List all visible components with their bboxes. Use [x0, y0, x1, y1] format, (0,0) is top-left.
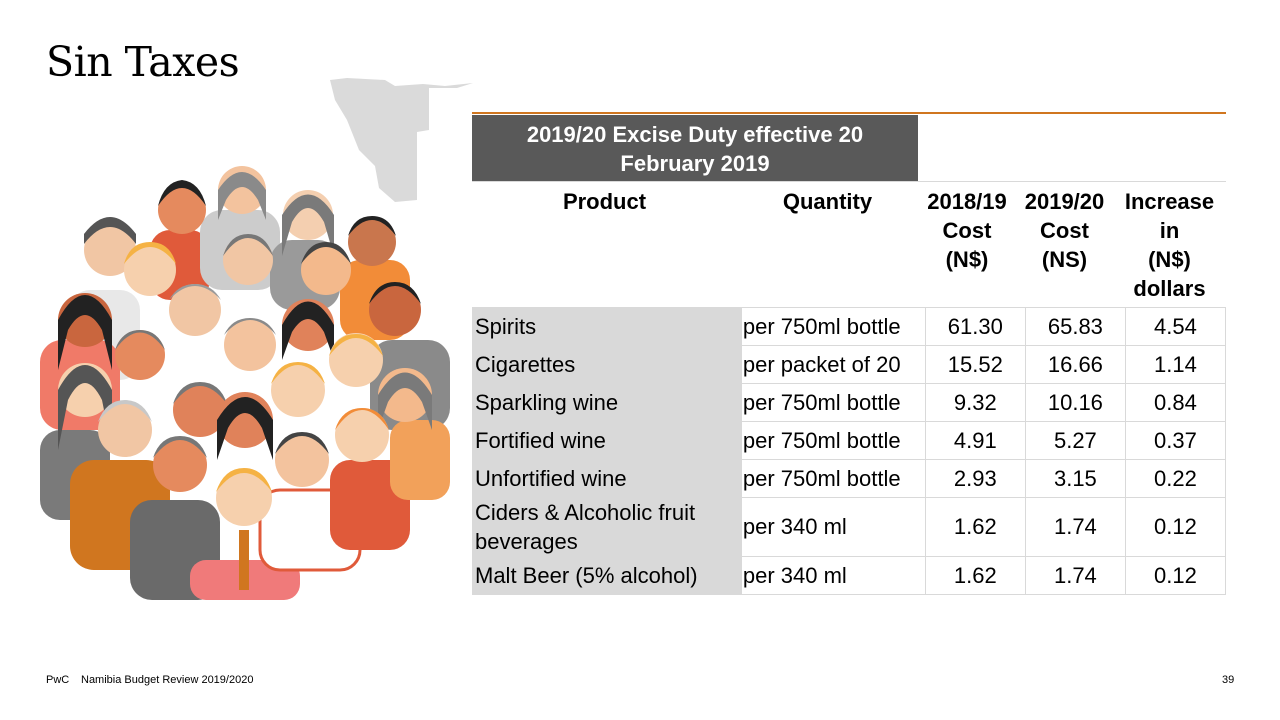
header-cost-2019: 2019/20 Cost (NS)	[1016, 182, 1113, 274]
cost-2018-cell: 9.32	[924, 383, 1026, 422]
header-product: Product	[472, 182, 737, 216]
header-increase-line: in	[1159, 218, 1180, 243]
increase-cell: 0.12	[1124, 556, 1227, 595]
cost-2019-cell: 10.16	[1024, 383, 1126, 422]
table-row: Cigarettes per packet of 20 15.52 16.66 …	[472, 345, 1227, 384]
header-cost-2019-line: 2019/20	[1024, 189, 1105, 214]
table-row: Spirits per 750ml bottle 61.30 65.83 4.5…	[472, 307, 1227, 346]
header-increase-line: Increase	[1124, 189, 1215, 214]
banner-line-2: February 2019	[620, 151, 770, 176]
increase-cell: 4.54	[1124, 307, 1227, 346]
table-row: Fortified wine per 750ml bottle 4.91 5.2…	[472, 421, 1227, 460]
quantity-cell: per 750ml bottle	[740, 459, 926, 498]
header-quantity: Quantity	[737, 182, 918, 216]
header-cost-2018-line: Cost	[942, 218, 992, 243]
excise-duty-table: Spirits per 750ml bottle 61.30 65.83 4.5…	[472, 307, 1227, 595]
table-row: Ciders & Alcoholic fruit beverages per 3…	[472, 497, 1227, 557]
page-number: 39	[1222, 674, 1235, 686]
increase-cell: 0.37	[1124, 421, 1227, 460]
product-cell: Sparkling wine	[472, 383, 742, 422]
header-product-label: Product	[562, 189, 647, 214]
increase-cell: 0.22	[1124, 459, 1227, 498]
cost-2019-cell: 16.66	[1024, 345, 1126, 384]
footer-document-title: Namibia Budget Review 2019/2020	[81, 674, 254, 686]
increase-cell: 0.84	[1124, 383, 1227, 422]
header-increase-line: (N$)	[1148, 247, 1191, 272]
quantity-cell: per 750ml bottle	[740, 421, 926, 460]
header-cost-2019-line: (NS)	[1041, 247, 1088, 272]
quantity-cell: per 750ml bottle	[740, 383, 926, 422]
footer-brand: PwC	[46, 674, 70, 686]
product-cell: Fortified wine	[472, 421, 742, 460]
product-cell: Cigarettes	[472, 345, 742, 384]
product-cell: Ciders & Alcoholic fruit beverages	[472, 497, 742, 557]
header-cost-2018-line: 2018/19	[927, 189, 1007, 214]
header-cost-2019-line: Cost	[1040, 218, 1089, 243]
header-quantity-label: Quantity	[782, 189, 873, 214]
cost-2019-cell: 1.74	[1024, 556, 1126, 595]
cost-2018-cell: 61.30	[924, 307, 1026, 346]
slide-title: Sin Taxes	[46, 38, 240, 86]
cost-2019-cell: 5.27	[1024, 421, 1126, 460]
quantity-cell: per 340 ml	[740, 497, 926, 557]
cost-2018-cell: 15.52	[924, 345, 1026, 384]
quantity-cell: per 750ml bottle	[740, 307, 926, 346]
namibia-map-icon	[330, 78, 473, 202]
cost-2019-cell: 65.83	[1024, 307, 1126, 346]
quantity-cell: per packet of 20	[740, 345, 926, 384]
header-cost-2018-line: (N$)	[945, 247, 989, 272]
increase-cell: 1.14	[1124, 345, 1227, 384]
cost-2019-cell: 3.15	[1024, 459, 1126, 498]
product-cell: Malt Beer (5% alcohol)	[472, 556, 742, 595]
header-increase-line: dollars	[1133, 276, 1206, 301]
header-cost-2018: 2018/19 Cost (N$)	[918, 182, 1016, 274]
crowd-of-people-illustration	[40, 166, 450, 600]
table-row: Sparkling wine per 750ml bottle 9.32 10.…	[472, 383, 1227, 422]
quantity-cell: per 340 ml	[740, 556, 926, 595]
header-increase: Increase in (N$) dollars	[1113, 182, 1226, 303]
banner-line-1: 2019/20 Excise Duty effective 20	[526, 122, 864, 147]
cost-2018-cell: 4.91	[924, 421, 1026, 460]
table-row: Unfortified wine per 750ml bottle 2.93 3…	[472, 459, 1227, 498]
increase-cell: 0.12	[1124, 497, 1227, 557]
cost-2018-cell: 1.62	[924, 497, 1026, 557]
cost-2019-cell: 1.74	[1024, 497, 1126, 557]
accent-rule	[472, 112, 1226, 114]
table-row: Malt Beer (5% alcohol) per 340 ml 1.62 1…	[472, 556, 1227, 595]
table-banner: 2019/20 Excise Duty effective 20 Februar…	[472, 115, 918, 181]
product-cell: Spirits	[472, 307, 742, 346]
cost-2018-cell: 1.62	[924, 556, 1026, 595]
cost-2018-cell: 2.93	[924, 459, 1026, 498]
table-header-row: Product Quantity 2018/19 Cost (N$) 2019/…	[472, 181, 1226, 308]
product-cell: Unfortified wine	[472, 459, 742, 498]
